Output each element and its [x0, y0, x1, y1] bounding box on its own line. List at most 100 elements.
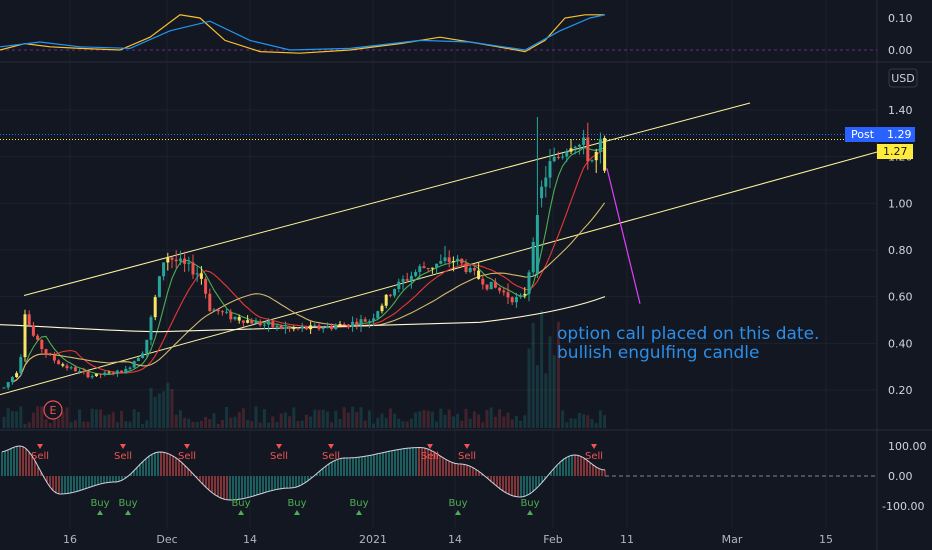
channel-upper-line — [23, 102, 751, 296]
candle-body — [153, 297, 157, 318]
volume-bar — [44, 419, 48, 428]
candle-body — [388, 294, 392, 296]
candle-body — [241, 320, 245, 323]
candle-body — [325, 326, 329, 329]
earnings-marker — [43, 400, 63, 420]
candle-body — [464, 263, 468, 272]
sell-label: Sell — [585, 451, 603, 462]
sell-label: Sell — [270, 451, 288, 462]
candle-body — [191, 262, 195, 275]
volume-bar — [325, 411, 329, 428]
candle-body — [73, 367, 77, 372]
osc-signal-line — [1, 445, 606, 501]
volume-bar — [212, 413, 216, 428]
volume-bar — [271, 416, 275, 428]
volume-bar — [23, 423, 27, 428]
volume-bar — [258, 422, 262, 428]
volume-bar — [590, 418, 594, 428]
volume-bar — [544, 373, 548, 428]
candle-body — [510, 297, 514, 303]
volume-bar — [313, 409, 317, 428]
candle-body — [351, 321, 355, 327]
post-label-text: Post — [851, 128, 875, 141]
candle-body — [598, 138, 602, 152]
candle-body — [82, 371, 86, 373]
candle-body — [502, 290, 506, 293]
volume-bar — [430, 411, 434, 428]
x-tick-label: Dec — [156, 533, 177, 546]
volume-bar — [178, 410, 182, 428]
volume-bar — [598, 410, 602, 428]
candle-body — [183, 258, 187, 264]
buy-arrow — [238, 510, 244, 515]
volume-bar — [267, 422, 271, 428]
volume-bar — [422, 410, 426, 428]
volume-bar — [162, 391, 166, 428]
candle-body — [393, 289, 397, 296]
volume-bar — [569, 418, 573, 428]
buy-label: Buy — [520, 498, 539, 509]
volume-bar — [510, 419, 514, 428]
volume-bar — [111, 411, 115, 428]
projection-line — [606, 168, 641, 304]
buy-sell-signals: Sell Sell Sell Sell Sell Sell Sell Sell Buy Buy Bu… — [31, 444, 603, 515]
annotation-line-1: option call placed on this date. — [557, 324, 819, 344]
volume-bar — [283, 412, 287, 428]
candle-body — [472, 267, 476, 271]
volume-bar — [90, 408, 94, 428]
volume-bar — [10, 410, 14, 428]
volume-bar — [603, 415, 607, 428]
sell-label: Sell — [178, 451, 196, 462]
candle-body — [225, 311, 229, 313]
volume-bar — [363, 420, 367, 428]
candle-body — [443, 257, 447, 261]
volume-bar — [208, 419, 212, 428]
candle-body — [435, 263, 439, 268]
candle-body — [69, 367, 73, 369]
volume-bar — [86, 421, 90, 428]
candle-body — [418, 266, 422, 272]
volume-bar — [384, 417, 388, 428]
volume-bar — [540, 310, 544, 428]
price-tick-label: 0.60 — [888, 291, 913, 304]
volume-bar — [94, 409, 98, 428]
candle-body — [275, 325, 279, 327]
volume-bar — [128, 421, 132, 428]
x-tick-label: 14 — [448, 533, 462, 546]
volume-bar — [279, 413, 283, 428]
volume-bar — [65, 407, 69, 428]
candle-body — [61, 364, 65, 366]
price-tick-label: 0.80 — [888, 244, 913, 257]
candle-body — [414, 271, 418, 276]
candle-body — [523, 293, 527, 296]
candle-body — [48, 354, 52, 356]
moving-averages — [0, 147, 606, 383]
volume-bar — [40, 406, 44, 428]
volume-bar — [48, 422, 52, 428]
buy-arrow — [356, 510, 362, 515]
candle-body — [170, 257, 174, 260]
volume-bar — [586, 415, 590, 428]
candle-body — [514, 297, 518, 303]
volume-bar — [195, 421, 199, 428]
sell-arrow — [464, 444, 470, 449]
volume-bar — [69, 422, 73, 428]
post-price-box — [883, 127, 915, 142]
candle-body — [372, 318, 376, 322]
volume-bar — [443, 414, 447, 428]
candle-body — [300, 326, 304, 329]
volume-bar — [174, 414, 178, 428]
candle-body — [460, 258, 464, 264]
volume-bar — [447, 409, 451, 428]
volume-bar — [82, 421, 86, 428]
candle-body — [78, 371, 82, 373]
candle-body — [363, 319, 367, 322]
candle-body — [124, 368, 128, 374]
volume-bar — [561, 410, 565, 428]
candle-body — [283, 327, 287, 329]
candle-body — [380, 305, 384, 312]
volume-bar — [107, 414, 111, 428]
sell-arrow — [591, 444, 597, 449]
candle-body — [397, 281, 401, 290]
